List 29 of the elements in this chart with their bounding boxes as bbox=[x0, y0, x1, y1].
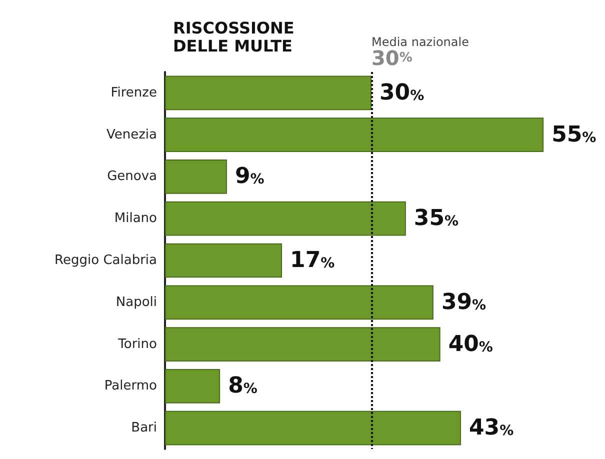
y-tick-label: Bari bbox=[131, 420, 157, 436]
chart-title: RISCOSSIONE DELLE MULTE bbox=[173, 18, 294, 56]
data-label: 30% bbox=[379, 80, 424, 106]
bar bbox=[165, 118, 544, 152]
bar bbox=[165, 285, 434, 320]
data-label: 55% bbox=[552, 122, 596, 148]
ref-line-label: Media nazionale 30% bbox=[371, 35, 469, 70]
y-tick-label: Venezia bbox=[106, 127, 157, 142]
y-tick-label: Napoli bbox=[116, 294, 157, 310]
y-tick-label: Torino bbox=[117, 336, 158, 352]
bar bbox=[165, 368, 220, 404]
data-label: 39% bbox=[441, 290, 486, 315]
data-label: 35% bbox=[414, 206, 459, 232]
data-label: 17% bbox=[290, 248, 335, 273]
bar bbox=[165, 160, 227, 194]
data-label: 9% bbox=[234, 164, 264, 190]
y-tick-label: Genova bbox=[107, 169, 157, 184]
bar bbox=[165, 410, 461, 446]
data-label: 43% bbox=[468, 416, 514, 441]
y-tick-label: Palermo bbox=[104, 378, 158, 394]
y-tick-label: Reggio Calabria bbox=[54, 253, 157, 268]
y-tick-label: Firenze bbox=[110, 85, 157, 100]
bar bbox=[165, 327, 440, 362]
bar bbox=[165, 76, 372, 110]
bar bbox=[165, 243, 282, 278]
bar bbox=[165, 201, 406, 236]
data-label: 40% bbox=[448, 332, 493, 357]
y-tick-label: Milano bbox=[114, 211, 158, 226]
data-label: 8% bbox=[228, 374, 258, 399]
